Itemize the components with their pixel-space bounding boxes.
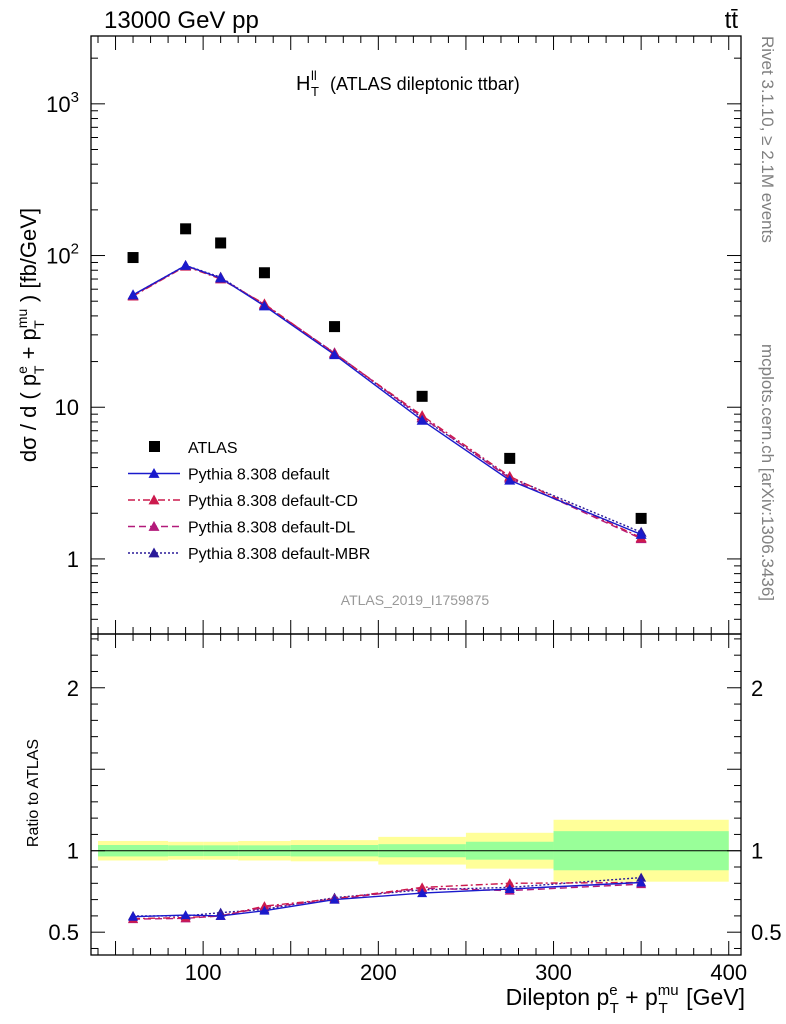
x-axis-label: Dilepton pe T + pmu T [GeV] <box>506 982 745 1017</box>
ratio-marker-solid <box>128 911 139 921</box>
main-y-tick-label: 1 <box>67 547 79 572</box>
ratio-y-tick-label-right: 0.5 <box>751 920 782 945</box>
legend-marker-dashed <box>148 521 160 531</box>
plot-title-symbol: H <box>296 73 310 95</box>
header-energy-label: 13000 GeV pp <box>104 7 259 34</box>
ratio-y-tick-label-right: 2 <box>751 676 763 701</box>
atlas-data-point <box>635 512 647 524</box>
ratio-x-tick-label: 100 <box>185 960 222 985</box>
atlas-data-point <box>504 452 516 464</box>
series-marker-solid <box>329 349 341 360</box>
legend-label: Pythia 8.308 default-DL <box>188 520 355 537</box>
main-y-tick-label: 102 <box>46 241 79 269</box>
rivet-version-label: Rivet 3.1.10, ≥ 2.1M events <box>758 36 777 243</box>
series-marker-solid <box>504 474 516 485</box>
ratio-y-tick-label-right: 1 <box>751 839 763 864</box>
ratio-x-tick-label: 300 <box>535 960 572 985</box>
ratio-uncertainty-bands <box>91 819 741 882</box>
atlas-data-point <box>215 237 227 249</box>
main-axis-ticks: 1 10 102 103 <box>46 36 741 634</box>
atlas-data-point <box>329 321 341 333</box>
legend: ATLAS Pythia 8.308 default Pythia 8.308 de… <box>128 440 370 563</box>
atlas-data-point <box>180 223 192 235</box>
series-marker-solid <box>258 300 270 311</box>
ratio-line-dotted <box>133 876 642 917</box>
main-y-axis-label: dσ / d ( peT + pmuT ) [fb/GeV] <box>14 208 47 462</box>
plot-title-sup: ll <box>311 68 317 83</box>
ratio-y-tick-label: 0.5 <box>48 920 79 945</box>
series-marker-solid <box>215 272 227 283</box>
main-y-tick-label: 103 <box>46 89 79 117</box>
analysis-watermark: ATLAS_2019_I1759875 <box>341 592 490 608</box>
ratio-x-tick-label: 200 <box>360 960 397 985</box>
series-marker-solid <box>416 414 428 425</box>
series-marker-solid <box>635 528 647 539</box>
mcplots-label: mcplots.cern.ch [arXiv:1306.3436] <box>758 344 777 601</box>
ratio-marker-solid <box>636 877 647 887</box>
ratio-marker-dashdot <box>504 878 515 888</box>
ratio-line-dashdot <box>133 881 642 920</box>
ratio-marker-solid <box>259 905 270 915</box>
ratio-y-tick-label: 2 <box>67 676 79 701</box>
legend-label: ATLAS <box>188 440 238 457</box>
main-frame <box>90 35 742 635</box>
legend-marker-atlas <box>149 441 160 452</box>
atlas-data-point <box>258 267 270 279</box>
ratio-line-solid <box>133 881 642 918</box>
ratio-y-tick-label: 1 <box>67 839 79 864</box>
main-series-group <box>127 223 647 544</box>
ratio-marker-dotted <box>636 872 647 882</box>
ratio-marker-dashdot <box>259 901 270 911</box>
legend-marker-dotted <box>148 547 160 558</box>
ratio-panel <box>90 633 742 956</box>
legend-marker-solid <box>148 468 160 478</box>
ratio-marker-solid <box>504 884 515 894</box>
plot-title-text: (ATLAS dileptonic ttbar) <box>330 74 520 94</box>
ratio-marker-dashdot <box>417 882 428 892</box>
series-marker-solid <box>180 259 192 270</box>
legend-label: Pythia 8.308 default-CD <box>188 493 358 510</box>
ratio-frame <box>90 633 742 956</box>
ratio-marker-solid <box>180 910 191 920</box>
ratio-y-label-text: Ratio to ATLAS <box>25 739 42 847</box>
ratio-x-tick-label: 400 <box>710 960 747 985</box>
atlas-data-point <box>416 390 428 402</box>
legend-label: Pythia 8.308 default-MBR <box>188 546 370 563</box>
header-process-label: tt̄ <box>725 7 739 34</box>
ratio-series-group <box>128 872 647 924</box>
plot-title-sub: T <box>311 84 319 99</box>
ratio-y-axis-label: Ratio to ATLAS <box>25 739 42 847</box>
x-label-text: Dilepton pe T + pmu T [GeV] <box>506 982 745 1017</box>
ratio-marker-solid <box>417 888 428 898</box>
atlas-data-point <box>127 252 139 264</box>
series-line-solid <box>132 264 642 536</box>
legend-label: Pythia 8.308 default <box>188 467 330 484</box>
main-panel <box>90 35 742 635</box>
series-line-dashdot <box>132 265 642 539</box>
legend-marker-dashdot <box>148 494 160 505</box>
main-y-label-text: dσ / d ( peT + pmuT ) [fb/GeV] <box>14 208 47 462</box>
ratio-marker-solid <box>329 894 340 904</box>
ratio-marker-solid <box>215 910 226 920</box>
main-y-tick-label: 10 <box>55 395 79 420</box>
series-marker-solid <box>127 289 139 300</box>
